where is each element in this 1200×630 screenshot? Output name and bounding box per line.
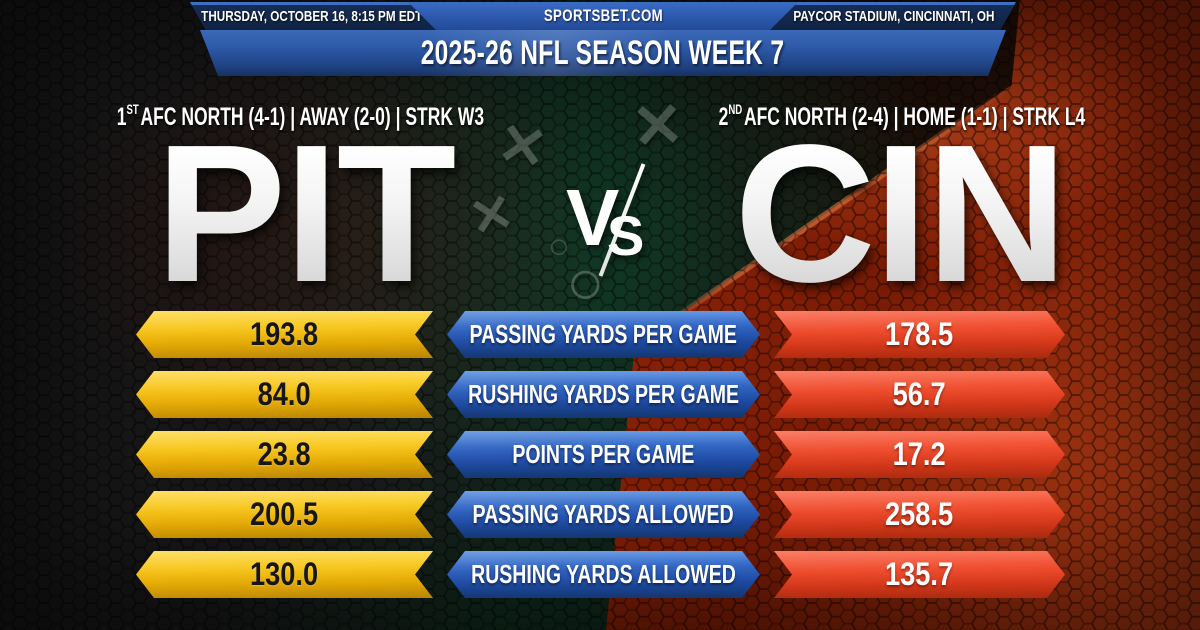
home-team-info-text: 2NDAFC NORTH (2-4) | HOME (1-1) | STRK L… <box>718 101 1086 131</box>
stat-label: RUSHING YARDS PER GAME <box>468 379 739 409</box>
home-stat-value: 135.7 <box>885 556 954 592</box>
away-team-info-text: 1STAFC NORTH (4-1) | AWAY (2-0) | STRK W… <box>116 101 484 131</box>
stat-label-bar: RUSHING YARDS PER GAME <box>447 371 760 418</box>
stat-label-bar: PASSING YARDS ALLOWED <box>447 491 760 538</box>
away-team-abbr: PIT <box>90 116 520 312</box>
stat-row: 130.0 RUSHING YARDS ALLOWED 135.7 <box>0 551 1200 598</box>
home-team-info: 2NDAFC NORTH (2-4) | HOME (1-1) | STRK L… <box>662 100 1142 134</box>
game-datetime-banner: THURSDAY, OCTOBER 16, 8:15 PM EDT <box>188 2 436 30</box>
o-play-icon: ○ <box>566 246 605 318</box>
away-stat-value: 23.8 <box>258 436 311 472</box>
stat-row: 84.0 RUSHING YARDS PER GAME 56.7 <box>0 371 1200 418</box>
vs-emblem: V S <box>560 158 680 288</box>
home-stat-value: 17.2 <box>893 436 946 472</box>
venue-banner: PAYCOR STADIUM, CINCINNATI, OH <box>770 2 1018 30</box>
stat-label-bar: PASSING YARDS PER GAME <box>447 311 760 358</box>
vs-letter-s: S <box>607 204 645 267</box>
home-stat-bar: 258.5 <box>774 491 1065 538</box>
stat-row: 193.8 PASSING YARDS PER GAME 178.5 <box>0 311 1200 358</box>
stat-label-bar: POINTS PER GAME <box>447 431 760 478</box>
away-stat-value: 84.0 <box>258 376 311 412</box>
away-stat-bar: 23.8 <box>136 431 433 478</box>
home-rank-suffix: ND <box>728 101 743 117</box>
home-stat-value: 56.7 <box>893 376 946 412</box>
away-stat-value: 193.8 <box>250 316 319 352</box>
stats-section: 193.8 PASSING YARDS PER GAME 178.5 84.0 … <box>0 311 1200 611</box>
season-title: 2025-26 NFL SEASON WEEK 7 <box>421 33 785 72</box>
home-stat-bar: 178.5 <box>774 311 1065 358</box>
stat-label: PASSING YARDS PER GAME <box>469 319 738 349</box>
season-title-banner: 2025-26 NFL SEASON WEEK 7 <box>200 30 1006 76</box>
stat-label: RUSHING YARDS ALLOWED <box>471 559 736 589</box>
away-stat-bar: 130.0 <box>136 551 433 598</box>
home-stat-value: 178.5 <box>885 316 954 352</box>
away-stat-value: 200.5 <box>250 496 319 532</box>
away-stat-bar: 84.0 <box>136 371 433 418</box>
home-stat-bar: 17.2 <box>774 431 1065 478</box>
away-stat-bar: 200.5 <box>136 491 433 538</box>
home-stat-value: 258.5 <box>885 496 954 532</box>
home-team-abbr: CIN <box>685 116 1115 312</box>
home-stat-bar: 56.7 <box>774 371 1065 418</box>
away-team-info: 1STAFC NORTH (4-1) | AWAY (2-0) | STRK W… <box>60 100 540 134</box>
away-rank-suffix: ST <box>126 101 139 117</box>
stat-row: 23.8 POINTS PER GAME 17.2 <box>0 431 1200 478</box>
away-stat-bar: 193.8 <box>136 311 433 358</box>
home-stat-bar: 135.7 <box>774 551 1065 598</box>
game-datetime: THURSDAY, OCTOBER 16, 8:15 PM EDT <box>201 7 423 25</box>
o-play-icon: ○ <box>548 225 570 266</box>
site-label: SPORTSBET.COM <box>543 6 663 25</box>
venue-label: PAYCOR STADIUM, CINCINNATI, OH <box>793 7 995 25</box>
stat-row: 200.5 PASSING YARDS ALLOWED 258.5 <box>0 491 1200 538</box>
stat-label-bar: RUSHING YARDS ALLOWED <box>447 551 760 598</box>
away-stat-value: 130.0 <box>250 556 319 592</box>
stat-label: PASSING YARDS ALLOWED <box>472 499 735 529</box>
stat-label: POINTS PER GAME <box>512 439 695 469</box>
